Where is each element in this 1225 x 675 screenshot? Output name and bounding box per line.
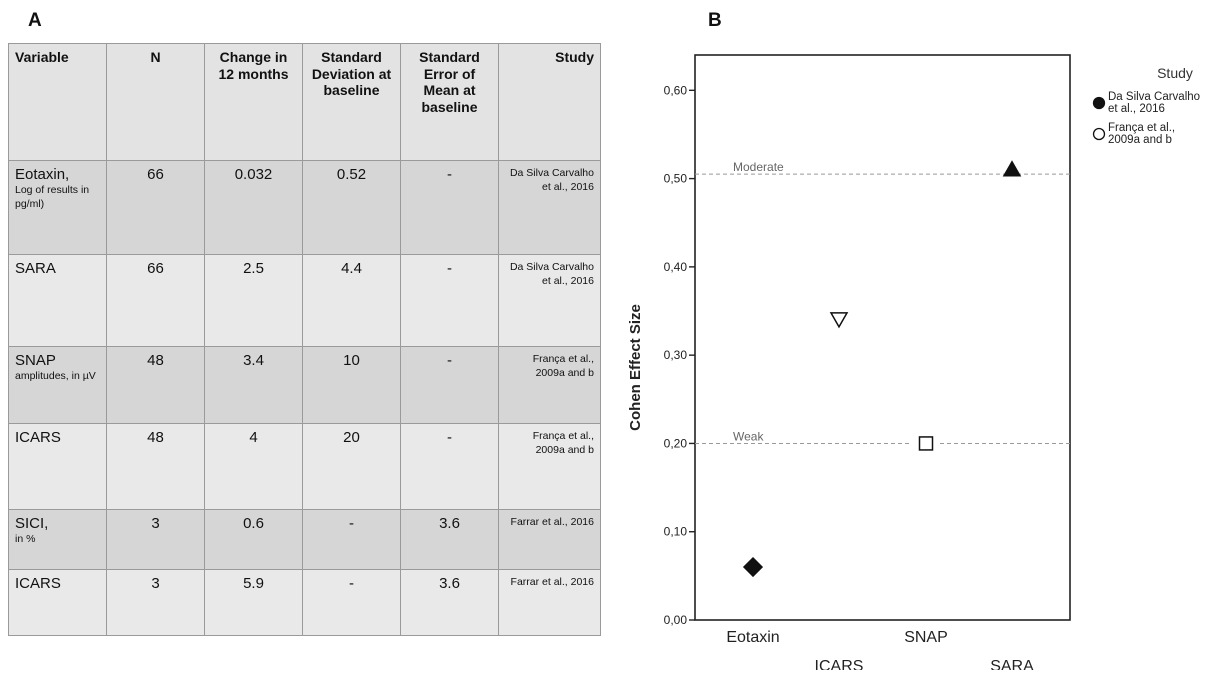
cell-sem: 3.6 bbox=[400, 569, 499, 636]
cell-variable: ICARS bbox=[8, 423, 107, 510]
cell-study: França et al., 2009a and b bbox=[498, 423, 601, 510]
cell-sd: - bbox=[302, 569, 401, 636]
variable-name: ICARS bbox=[15, 575, 61, 592]
y-tick-label: 0,40 bbox=[664, 260, 688, 274]
cell-study: França et al., 2009a and b bbox=[498, 346, 601, 424]
legend-entry-label: 2009a and b bbox=[1108, 134, 1172, 146]
cell-study: Farrar et al., 2016 bbox=[498, 569, 601, 636]
variable-name: ICARS bbox=[15, 429, 61, 446]
table-header-row: Variable N Change in 12 months Standard … bbox=[8, 43, 601, 161]
cell-sd: 0.52 bbox=[302, 160, 401, 255]
cell-sem: - bbox=[400, 254, 499, 347]
variable-name: SICI, bbox=[15, 515, 49, 532]
cell-sem: - bbox=[400, 346, 499, 424]
legend-title: Study bbox=[1157, 65, 1193, 81]
header-study: Study bbox=[498, 43, 601, 161]
panel-a-label: A bbox=[28, 10, 42, 31]
cell-change: 0.032 bbox=[204, 160, 303, 255]
table-row: ICARS 3 5.9 - 3.6 Farrar et al., 2016 bbox=[8, 569, 601, 636]
x-category-label: Eotaxin bbox=[726, 629, 779, 646]
legend-entry-label: et al., 2016 bbox=[1108, 103, 1165, 115]
table-row: Eotaxin, Log of results in pg/ml) 66 0.03… bbox=[8, 160, 601, 255]
cell-change: 5.9 bbox=[204, 569, 303, 636]
data-table: Variable N Change in 12 months Standard … bbox=[8, 43, 601, 636]
variable-name: SARA bbox=[15, 260, 56, 277]
cell-variable: Eotaxin, Log of results in pg/ml) bbox=[8, 160, 107, 255]
variable-note: in % bbox=[15, 533, 36, 546]
cell-n: 3 bbox=[106, 509, 205, 570]
table-row: ICARS 48 4 20 - França et al., 2009a and… bbox=[8, 423, 601, 510]
data-point-square bbox=[918, 436, 934, 451]
cell-change: 2.5 bbox=[204, 254, 303, 347]
cell-sem: - bbox=[400, 160, 499, 255]
variable-note: Log of results in pg/ml) bbox=[15, 184, 90, 211]
cell-sd: 20 bbox=[302, 423, 401, 510]
cell-n: 48 bbox=[106, 423, 205, 510]
x-category-label: ICARS bbox=[815, 658, 864, 670]
header-n: N bbox=[106, 43, 205, 161]
cell-variable: SICI, in % bbox=[8, 509, 107, 570]
cell-variable: SNAP amplitudes, in µV bbox=[8, 346, 107, 424]
cell-change: 3.4 bbox=[204, 346, 303, 424]
header-variable: Variable bbox=[8, 43, 107, 161]
cell-sd: - bbox=[302, 509, 401, 570]
cell-change: 0.6 bbox=[204, 509, 303, 570]
reference-line-label: Moderate bbox=[733, 160, 784, 174]
table-row: SNAP amplitudes, in µV 48 3.4 10 - França… bbox=[8, 346, 601, 424]
y-tick-label: 0,20 bbox=[664, 436, 688, 450]
cell-sem: - bbox=[400, 423, 499, 510]
cell-sd: 4.4 bbox=[302, 254, 401, 347]
cell-sd: 10 bbox=[302, 346, 401, 424]
panel-b-label: B bbox=[708, 10, 722, 31]
legend-entry-label: Da Silva Carvalho bbox=[1108, 91, 1200, 103]
y-tick-label: 0,30 bbox=[664, 348, 688, 362]
variable-note: amplitudes, in µV bbox=[15, 370, 96, 383]
cell-n: 3 bbox=[106, 569, 205, 636]
cell-study: Da Silva Carvalho et al., 2016 bbox=[498, 254, 601, 347]
data-point-triangle-up bbox=[1002, 160, 1022, 177]
variable-name: Eotaxin, bbox=[15, 166, 70, 183]
effect-size-chart: 0,00 0,10 0,20 0,30 0,40 0,50 0,60 Cohen Effect… bbox=[627, 54, 1200, 670]
cell-n: 66 bbox=[106, 254, 205, 347]
table-row: SARA 66 2.5 4.4 - Da Silva Carvalho et a… bbox=[8, 254, 601, 347]
variable-name: SNAP bbox=[15, 352, 56, 369]
x-category-label: SNAP bbox=[904, 629, 948, 646]
legend-marker bbox=[1092, 127, 1106, 141]
table-row: SICI, in % 3 0.6 - 3.6 Farrar et al., 201… bbox=[8, 509, 601, 570]
cell-study: Da Silva Carvalho et al., 2016 bbox=[498, 160, 601, 255]
y-tick-label: 0,00 bbox=[664, 613, 688, 627]
y-tick-label: 0,10 bbox=[664, 525, 688, 539]
y-tick-label: 0,50 bbox=[664, 172, 688, 186]
legend-marker bbox=[1092, 96, 1106, 110]
reference-line-label: Weak bbox=[733, 429, 764, 443]
data-table-panel: Variable N Change in 12 months Standard … bbox=[8, 43, 601, 636]
cell-variable: SARA bbox=[8, 254, 107, 347]
header-change: Change in 12 months bbox=[204, 43, 303, 161]
cell-sem: 3.6 bbox=[400, 509, 499, 570]
x-category-label: SARA bbox=[990, 658, 1034, 670]
cell-variable: ICARS bbox=[8, 569, 107, 636]
header-sem: Standard Error of Mean at baseline bbox=[400, 43, 499, 161]
header-sd: Standard Deviation at baseline bbox=[302, 43, 401, 161]
legend-entry-label: França et al., bbox=[1108, 122, 1175, 134]
cell-n: 66 bbox=[106, 160, 205, 255]
data-point-diamond bbox=[742, 556, 764, 578]
cell-change: 4 bbox=[204, 423, 303, 510]
y-tick-label: 0,60 bbox=[664, 83, 688, 97]
plot-frame bbox=[694, 54, 1071, 621]
cell-study: Farrar et al., 2016 bbox=[498, 509, 601, 570]
data-point-triangle-down bbox=[829, 312, 849, 329]
y-axis-title: Cohen Effect Size bbox=[627, 304, 644, 431]
cell-n: 48 bbox=[106, 346, 205, 424]
